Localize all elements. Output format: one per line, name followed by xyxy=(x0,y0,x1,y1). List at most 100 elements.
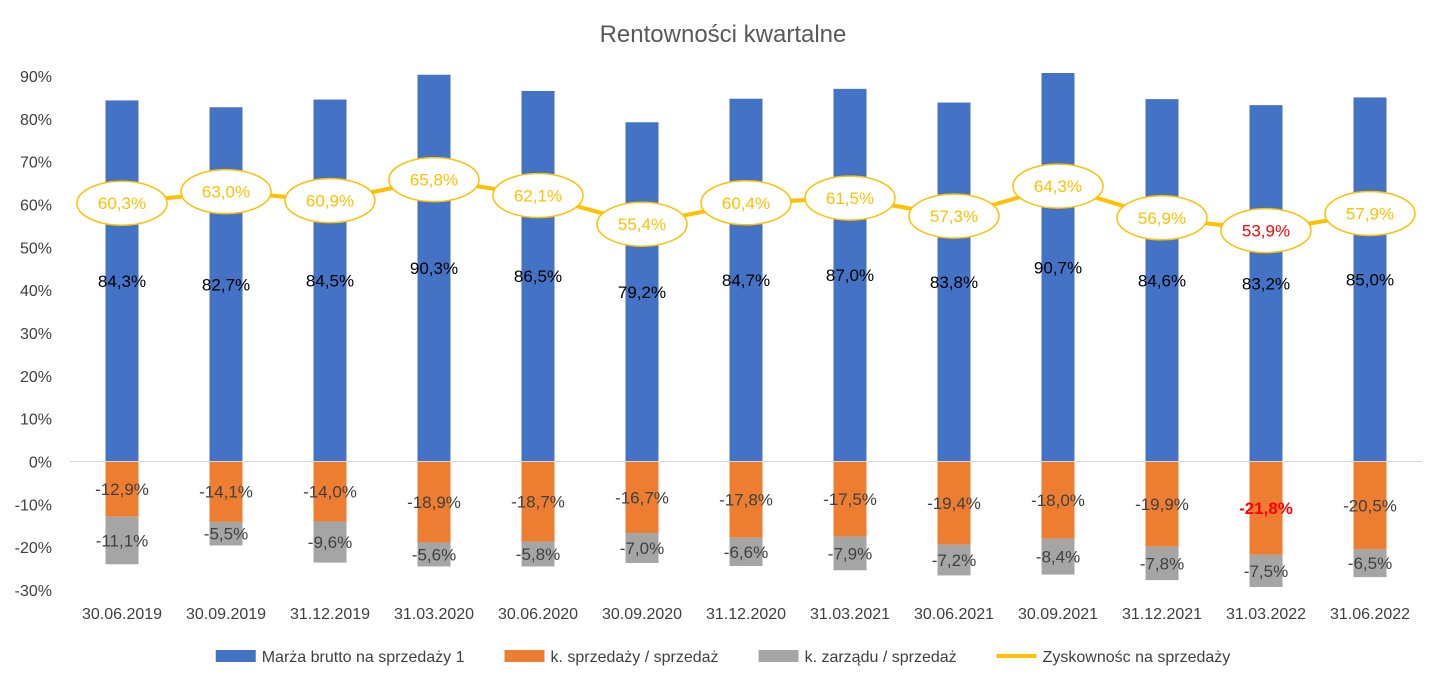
profitability-point xyxy=(388,156,480,203)
selling-cost-label: -14,0% xyxy=(303,482,357,501)
y-tick-label: 20% xyxy=(20,369,52,386)
bar-selling-cost xyxy=(209,461,243,522)
y-axis: 90% 80% 70% 60% 50% 40% 30% 20% 10% 0% -10% -20% -30… xyxy=(15,69,52,600)
admin-cost-label: -9,6% xyxy=(308,533,352,552)
bar-selling-cost xyxy=(417,461,451,543)
admin-cost-label: -5,8% xyxy=(516,545,560,564)
x-tick-label: 30.09.2020 xyxy=(602,606,682,623)
selling-cost-label: -17,5% xyxy=(823,490,877,509)
profitability-point xyxy=(908,193,1000,239)
gross-margin-label: 85,0% xyxy=(1346,270,1394,289)
y-tick-label: -20% xyxy=(15,540,52,557)
bar-gross-margin xyxy=(625,122,659,462)
bar-selling-cost xyxy=(313,461,347,522)
x-axis: 30.06.2019 30.09.2019 31.12.2019 31.03.2020… xyxy=(82,606,1410,623)
selling-cost-label: -14,1% xyxy=(199,483,253,502)
gross-margin-label: 83,2% xyxy=(1242,274,1290,293)
bar-admin-cost xyxy=(1041,538,1075,575)
bar-gross-margin xyxy=(729,98,763,462)
bar-gross-margin xyxy=(313,99,347,462)
bar-admin-cost xyxy=(833,536,867,571)
admin-cost-label: -6,6% xyxy=(724,543,768,562)
bar-admin-cost xyxy=(417,542,451,567)
bar-admin-cost xyxy=(1145,546,1179,581)
x-tick-label: 31.03.2020 xyxy=(394,606,474,623)
bar-gross-margin xyxy=(937,102,971,462)
profitability-point xyxy=(76,180,168,226)
bar-selling-cost xyxy=(1353,461,1387,550)
bar-selling-cost xyxy=(1249,461,1283,555)
gross-margin-label: 86,5% xyxy=(514,267,562,286)
admin-cost-label: -5,6% xyxy=(412,545,456,564)
bar-gross-margin xyxy=(1145,99,1179,462)
bar-selling-cost xyxy=(937,461,971,545)
legend-label: Zyskownośc na sprzedaży xyxy=(1043,649,1231,666)
x-tick-label: 30.09.2019 xyxy=(186,606,266,623)
selling-cost-label: -17,8% xyxy=(719,491,773,510)
bar-selling-cost xyxy=(105,461,139,517)
bar-selling-cost xyxy=(1041,461,1075,539)
profitability-label: 65,8% xyxy=(410,171,458,190)
x-tick-label: 31.03.2022 xyxy=(1226,606,1306,623)
bar-gross-margin xyxy=(1041,73,1075,462)
profitability-point xyxy=(1116,195,1208,241)
profitability-label: 60,4% xyxy=(722,194,770,213)
selling-cost-label: -12,9% xyxy=(95,480,149,499)
x-tick-label: 31.12.2020 xyxy=(706,606,786,623)
x-tick-label: 31.12.2021 xyxy=(1122,606,1202,623)
x-tick-label: 31.12.2019 xyxy=(290,606,370,623)
y-tick-label: 70% xyxy=(20,155,52,172)
admin-cost-label: -7,9% xyxy=(828,544,872,563)
admin-cost-label: -7,5% xyxy=(1244,562,1288,581)
x-tick-label: 30.09.2021 xyxy=(1018,606,1098,623)
profitability-point xyxy=(804,175,896,221)
y-tick-label: -10% xyxy=(15,497,52,514)
x-tick-label: 30.06.2021 xyxy=(914,606,994,623)
y-tick-label: 10% xyxy=(20,412,52,429)
profitability-point xyxy=(1324,190,1416,237)
admin-cost-label: -5,5% xyxy=(204,525,248,544)
legend-swatch xyxy=(215,650,256,662)
profitability-point xyxy=(284,177,376,224)
profitability-label: 53,9% xyxy=(1242,222,1290,241)
bars xyxy=(105,73,1387,588)
bar-admin-cost xyxy=(729,537,763,567)
y-tick-label: 90% xyxy=(20,69,52,86)
bar-admin-cost xyxy=(625,533,659,564)
legend-label: Marża brutto na sprzedaży 1 xyxy=(262,649,465,666)
chart-title: Rentowności kwartalne xyxy=(600,21,847,48)
profitability-point xyxy=(700,180,792,226)
bar-gross-margin xyxy=(417,74,451,462)
legend-swatch xyxy=(504,650,545,662)
x-tick-label: 30.06.2019 xyxy=(82,606,162,623)
bar-admin-cost xyxy=(1249,554,1283,588)
bar-admin-cost xyxy=(105,516,139,565)
y-tick-label: 40% xyxy=(20,283,52,300)
profitability-point xyxy=(180,168,272,215)
profitability-point xyxy=(596,201,688,247)
bar-gross-margin xyxy=(1353,97,1387,462)
admin-cost-label: -7,2% xyxy=(932,551,976,570)
bar-gross-margin xyxy=(105,100,139,462)
selling-cost-label: -16,7% xyxy=(615,488,669,507)
bar-admin-cost xyxy=(209,521,243,546)
bar-admin-cost xyxy=(1353,549,1387,578)
selling-cost-label: -18,7% xyxy=(511,493,565,512)
profitability-label: 57,3% xyxy=(930,207,978,226)
gross-margin-label: 90,3% xyxy=(410,259,458,278)
bar-selling-cost xyxy=(625,461,659,534)
selling-cost-label: -21,8% xyxy=(1239,499,1293,518)
selling-cost-label: -19,4% xyxy=(927,494,981,513)
profitability-label: 64,3% xyxy=(1034,177,1082,196)
bar-selling-cost xyxy=(1145,461,1179,547)
bar-gross-margin xyxy=(209,107,243,462)
legend: Marża brutto na sprzedaży 1 k. sprzedaży … xyxy=(215,649,1231,666)
x-tick-label: 30.06.2020 xyxy=(498,606,578,623)
y-tick-label: 0% xyxy=(29,455,52,472)
y-tick-label: 30% xyxy=(20,326,52,343)
profitability-label: 55,4% xyxy=(618,215,666,234)
legend-label: k. zarządu / sprzedaż xyxy=(805,649,957,666)
admin-cost-label: -7,8% xyxy=(1140,554,1184,573)
